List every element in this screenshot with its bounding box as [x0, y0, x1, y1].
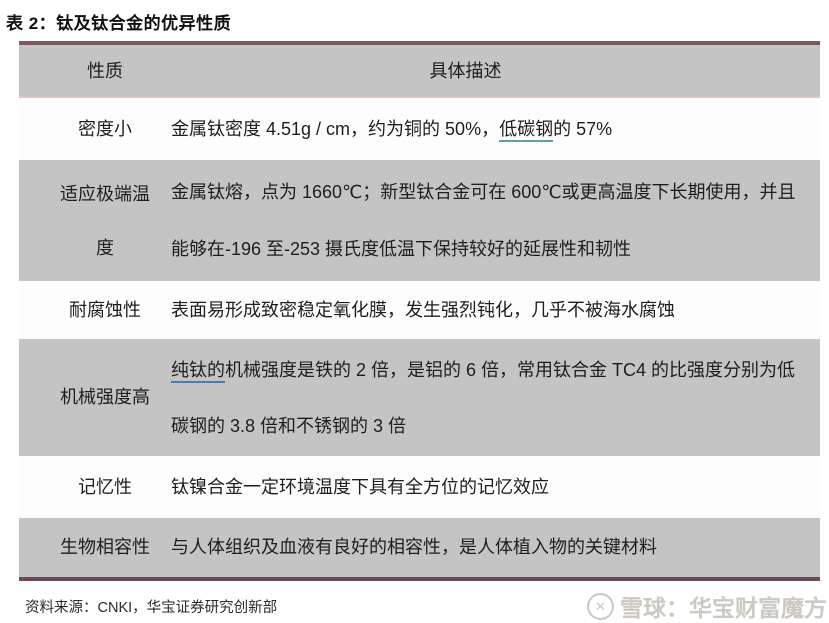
xueqiu-circle-logo-icon: ✕ [587, 592, 614, 620]
table-row: 生物相容性 与人体组织及血液有良好的相容性，是人体植入物的关键材料 [19, 518, 820, 577]
property-cell: 耐腐蚀性 [69, 299, 141, 320]
table-row: 记忆性 钛镍合金一定环境温度下具有全方位的记忆效应 [19, 456, 820, 518]
description-cell: 纯钛的机械强度是铁的 2 倍，是铝的 6 倍，常用钛合金 TC4 的比强度分别为… [171, 342, 820, 454]
source-note: 资料来源：CNKI，华宝证券研究创新部 [25, 599, 278, 616]
footer: 资料来源：CNKI，华宝证券研究创新部 ✕ 雪球：华宝财富魔方 [0, 589, 829, 623]
page-title: 表 2：钛及钛合金的优异性质 [6, 14, 232, 33]
property-cell: 适应极端温度 [60, 183, 150, 258]
table-row: 机械强度高 纯钛的机械强度是铁的 2 倍，是铝的 6 倍，常用钛合金 TC4 的… [19, 339, 820, 456]
term-link[interactable]: 低碳钢 [499, 118, 554, 142]
description-text: 机械强度是铁的 2 倍，是铝的 6 倍，常用钛合金 TC4 的比强度分别为低碳钢… [171, 359, 796, 436]
property-cell: 机械强度高 [60, 387, 150, 408]
column-header-property: 性质 [87, 60, 123, 81]
property-cell: 生物相容性 [60, 537, 150, 558]
description-cell: 金属钛熔，点为 1660℃；新型钛合金可在 600℃或更高温度下长期使用，并且能… [171, 181, 796, 259]
description-text: 金属钛密度 4.51g / cm，约为铜的 50%， [171, 118, 500, 139]
properties-table: 性质 具体描述 密度小 金属钛密度 4.51g / cm，约为铜的 50%，低碳… [19, 41, 820, 581]
property-cell: 记忆性 [78, 476, 132, 497]
property-cell: 密度小 [78, 118, 132, 139]
table-row: 耐腐蚀性 表面易形成致密稳定氧化膜，发生强烈钝化，几乎不被海水腐蚀 [19, 281, 820, 339]
watermark: ✕ 雪球：华宝财富魔方 [587, 589, 827, 623]
term-link[interactable]: 纯钛的 [171, 359, 225, 383]
description-cell: 钛镍合金一定环境温度下具有全方位的记忆效应 [171, 476, 549, 497]
description-cell: 与人体组织及血液有良好的相容性，是人体植入物的关键材料 [171, 537, 657, 558]
description-cell: 金属钛密度 4.51g / cm，约为铜的 50%，低碳钢的 57% [171, 117, 820, 142]
watermark-text: 雪球：华宝财富魔方 [620, 595, 827, 621]
description-cell: 表面易形成致密稳定氧化膜，发生强烈钝化，几乎不被海水腐蚀 [171, 299, 675, 320]
table-row: 适应极端温度 金属钛熔，点为 1660℃；新型钛合金可在 600℃或更高温度下长… [19, 160, 820, 281]
table-header-row: 性质 具体描述 [19, 45, 820, 98]
table-row: 密度小 金属钛密度 4.51g / cm，约为铜的 50%，低碳钢的 57% [19, 98, 820, 160]
description-text: 的 57% [553, 118, 613, 139]
column-header-description: 具体描述 [429, 60, 502, 81]
